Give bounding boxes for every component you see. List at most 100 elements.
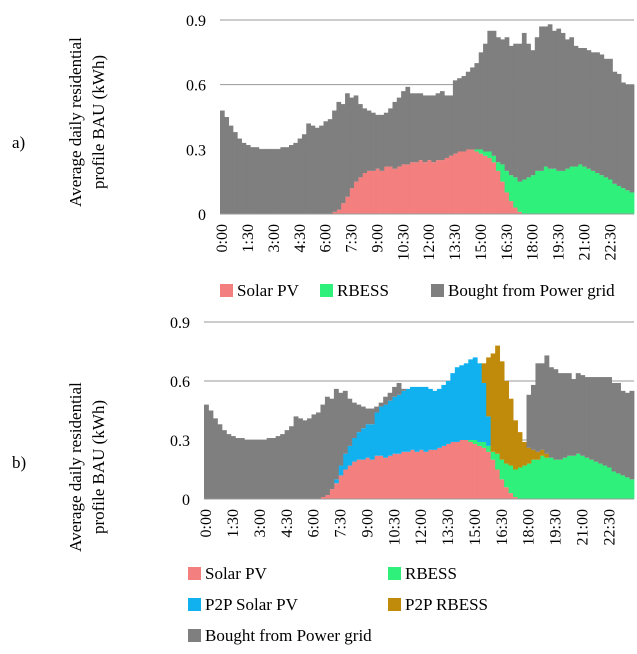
area-segment (521, 32, 527, 180)
area-segment (405, 164, 411, 214)
area-segment (427, 160, 432, 214)
area-segment (565, 168, 570, 214)
x-tick-label: 4:30 (292, 224, 309, 252)
area-segment (526, 447, 532, 464)
area-segment (547, 24, 553, 169)
area-segment (431, 162, 437, 214)
area-segment (504, 487, 509, 499)
area-segment (435, 93, 441, 161)
legend-label: RBESS (405, 564, 457, 583)
area-segment (481, 363, 487, 383)
area-segment (342, 390, 348, 454)
area-segment (432, 449, 438, 499)
area-segment (589, 377, 595, 460)
area-segment (258, 149, 264, 214)
area-segment (530, 384, 536, 450)
area-segment (422, 95, 428, 163)
area-segment (562, 373, 568, 458)
area-segment (445, 443, 451, 499)
area-segment (452, 153, 458, 214)
area-segment (548, 367, 554, 458)
area-segment (365, 457, 371, 499)
area-segment (369, 424, 375, 460)
legend-swatch (320, 284, 333, 297)
area-segment (232, 132, 238, 214)
area-segment (263, 149, 268, 214)
series-p2p-solar-pv (333, 357, 492, 484)
area-segment (575, 373, 581, 454)
y-tick-label: 0.9 (170, 315, 190, 332)
area-segment (418, 160, 424, 214)
area-segment (239, 438, 245, 499)
area-segment (517, 211, 523, 214)
area-segment (267, 149, 273, 214)
series-rbess (474, 149, 635, 214)
area-segment (349, 97, 355, 189)
area-segment (347, 398, 353, 446)
x-tick-label: 10:30 (386, 509, 403, 545)
area-segment (629, 192, 635, 214)
area-segment (557, 373, 563, 460)
area-segment (468, 359, 474, 440)
area-segment (513, 497, 518, 499)
area-segment (457, 78, 462, 152)
area-segment (625, 84, 631, 191)
area-segment (388, 108, 393, 167)
area-segment (470, 67, 475, 150)
area-segment (250, 147, 255, 214)
legend-swatch (431, 284, 444, 297)
area-segment (486, 445, 492, 452)
area-segment (483, 151, 488, 156)
area-segment (500, 39, 506, 165)
area-segment (500, 181, 506, 214)
series-solar-pv (332, 149, 523, 214)
area-segment (338, 465, 344, 476)
area-segment (504, 37, 510, 171)
legend-label: Bought from Power grid (448, 281, 615, 300)
legend-swatch (388, 567, 401, 580)
area-segment (208, 410, 214, 499)
area-segment (508, 45, 514, 176)
area-segment (526, 463, 532, 499)
area-segment (526, 177, 531, 214)
area-segment (311, 414, 317, 499)
area-segment (625, 392, 630, 478)
area-segment (459, 440, 465, 499)
area-segment (362, 173, 368, 214)
area-segment (556, 170, 562, 214)
area-segment (543, 26, 549, 167)
area-segment (513, 469, 518, 498)
y-tick-label: 0.6 (170, 374, 190, 391)
area-segment (356, 432, 362, 460)
area-segment (289, 145, 294, 214)
area-segment (432, 390, 438, 450)
x-tick-label: 13:30 (447, 224, 464, 260)
area-segment (306, 123, 311, 214)
area-segment (378, 406, 384, 456)
area-segment (396, 166, 402, 214)
area-segment (392, 396, 398, 454)
area-segment (241, 142, 247, 214)
area-segment (565, 39, 570, 169)
legend-label: Solar PV (205, 564, 268, 583)
area-segment (534, 170, 540, 214)
area-segment (571, 455, 577, 499)
area-segment (539, 363, 545, 450)
area-segment (602, 465, 608, 499)
area-segment (454, 441, 460, 499)
area-segment (275, 436, 281, 499)
area-segment (358, 104, 363, 178)
series-rbess (468, 440, 635, 499)
area-segment (481, 447, 487, 499)
area-segment (530, 50, 536, 176)
area-segment (370, 112, 376, 171)
area-segment (608, 179, 613, 214)
x-tick-label: 7:30 (333, 509, 350, 537)
area-segment (441, 445, 447, 499)
area-segment (401, 164, 406, 214)
area-segment (220, 110, 225, 214)
legend-label: RBESS (337, 281, 389, 300)
legend-swatch (188, 567, 201, 580)
area-segment (379, 170, 385, 214)
area-segment (598, 463, 604, 499)
